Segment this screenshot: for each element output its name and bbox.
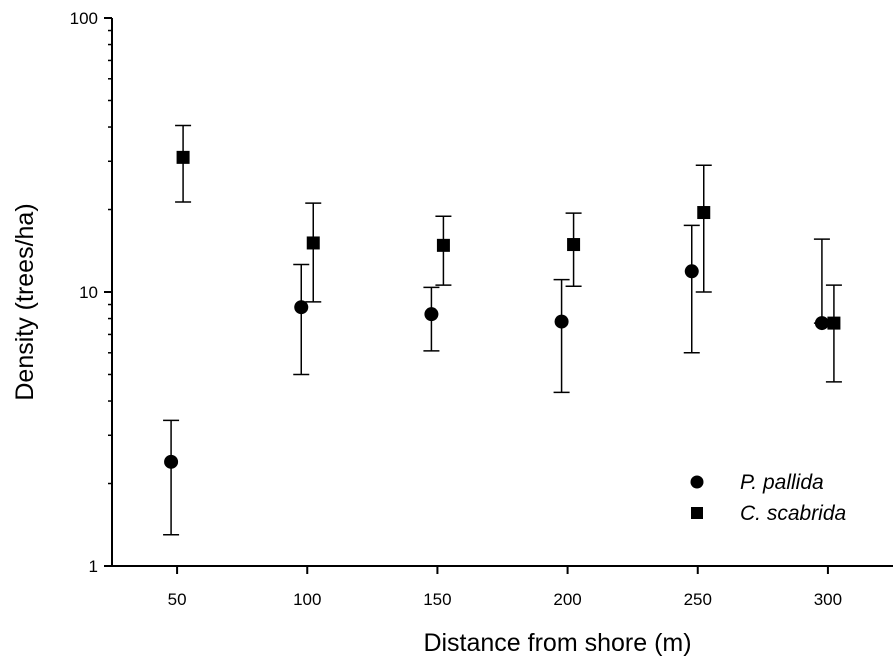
error-bar bbox=[305, 202, 322, 303]
x-tick-label: 100 bbox=[293, 590, 321, 609]
x-tick-label: 150 bbox=[423, 590, 451, 609]
data-point-square bbox=[567, 238, 581, 252]
x-tick-label: 250 bbox=[684, 590, 712, 609]
data-point-square bbox=[176, 150, 190, 164]
x-tick-label: 200 bbox=[553, 590, 581, 609]
x-tick-label: 300 bbox=[814, 590, 842, 609]
plot-area: 1 10 100 50 100 150 200 250 300 bbox=[70, 9, 893, 609]
y-tick-label: 1 bbox=[89, 557, 98, 576]
x-ticks: 50 100 150 200 250 300 bbox=[168, 566, 842, 609]
data-point-circle bbox=[164, 454, 179, 469]
data-markers bbox=[164, 150, 841, 469]
legend-label-p-pallida: P. pallida bbox=[740, 471, 824, 494]
data-point-circle bbox=[554, 314, 569, 329]
error-bar bbox=[163, 419, 180, 536]
data-point-square bbox=[436, 238, 450, 252]
data-point-circle bbox=[814, 316, 829, 331]
data-point-circle bbox=[294, 300, 309, 315]
error-bar bbox=[825, 284, 842, 383]
data-point-square bbox=[306, 236, 320, 250]
legend-marker-p-pallida bbox=[690, 475, 704, 489]
data-point-square bbox=[827, 316, 841, 330]
error-bar bbox=[293, 263, 310, 376]
y-ticks: 1 10 100 bbox=[70, 9, 112, 576]
legend-label-c-scabrida: C. scabrida bbox=[740, 502, 846, 525]
error-bar bbox=[683, 224, 700, 354]
y-tick-label: 10 bbox=[79, 283, 98, 302]
x-axis-title: Distance from shore (m) bbox=[423, 629, 691, 657]
legend-marker-c-scabrida bbox=[691, 507, 703, 519]
data-point-circle bbox=[424, 307, 439, 322]
x-tick-label: 50 bbox=[168, 590, 187, 609]
error-bar bbox=[813, 238, 830, 324]
error-bar bbox=[553, 278, 570, 394]
legend: P. pallida C. scabrida bbox=[690, 471, 846, 525]
data-point-square bbox=[697, 206, 711, 220]
data-point-circle bbox=[684, 264, 699, 279]
y-tick-label: 100 bbox=[70, 9, 98, 28]
y-axis-title: Density (trees/ha) bbox=[11, 203, 39, 400]
error-bar bbox=[695, 164, 712, 293]
